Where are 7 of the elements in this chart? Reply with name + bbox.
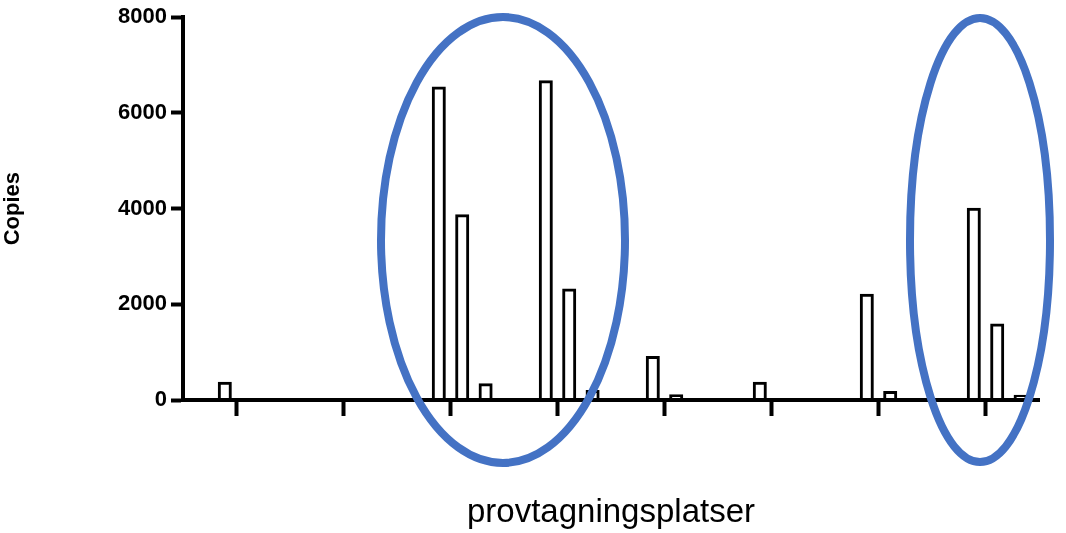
x-axis-title: provtagningsplatser — [466, 492, 756, 530]
y-tick-label: 2000 — [118, 290, 167, 316]
y-tick-label: 0 — [154, 386, 167, 412]
y-tick-label: 6000 — [118, 98, 167, 124]
y-axis-title: Copies — [0, 171, 25, 246]
y-tick-label: 8000 — [118, 3, 167, 29]
y-tick-label: 4000 — [118, 194, 167, 220]
